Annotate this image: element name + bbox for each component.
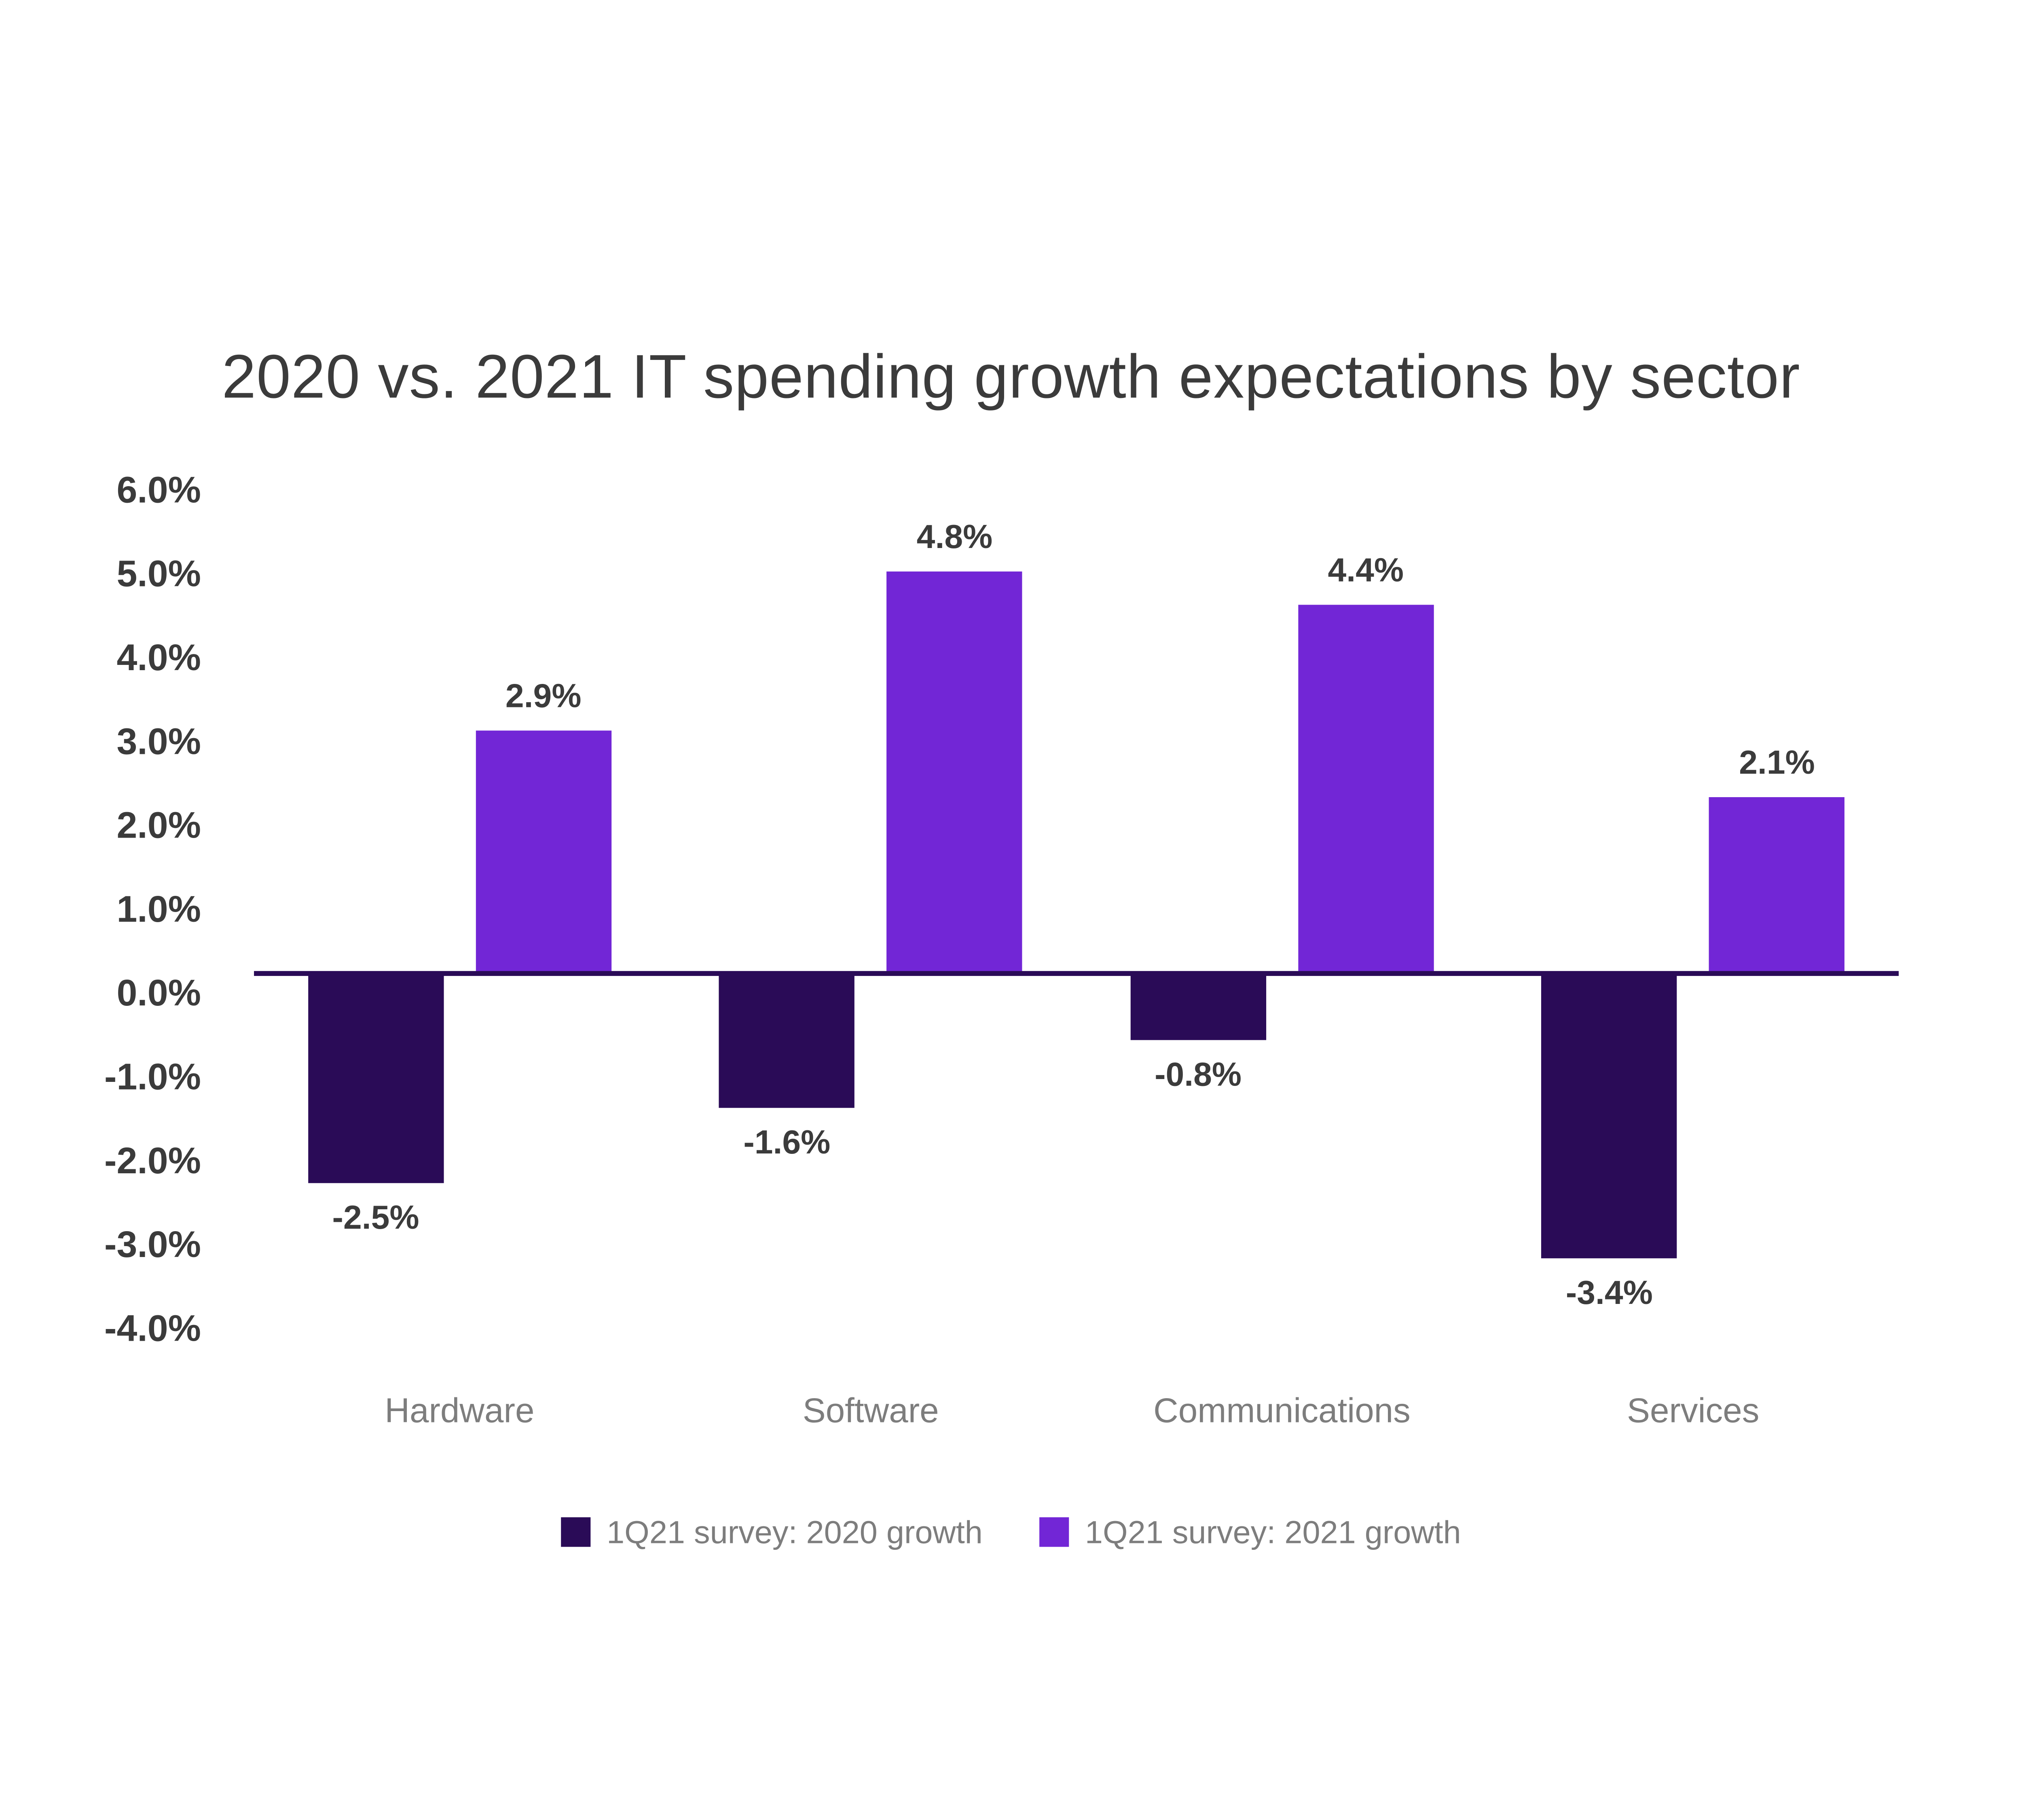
plot-area: 6.0% 5.0% 4.0% 3.0% 2.0% 1.0% 0.0% -1.0% -2.0% -3… xyxy=(0,216,2022,1604)
legend-label-2021-growth: 1Q21 survey: 2021 growth xyxy=(1085,1513,1461,1551)
chart-title: 2020 vs. 2021 IT spending growth expecta… xyxy=(222,342,1800,411)
legend-swatch-2021-growth-icon xyxy=(1039,1517,1069,1547)
zero-axis-line xyxy=(254,971,1899,976)
category-label-services: Services xyxy=(1627,1391,1760,1430)
value-label-2021-growth-hardware: 2.9% xyxy=(505,677,582,715)
y-tick-label--4.0%: -4.0% xyxy=(104,1309,201,1350)
y-tick-label-5.0%: 5.0% xyxy=(116,554,201,595)
category-label-hardware: Hardware xyxy=(385,1391,535,1430)
value-label-2020-growth-software: -1.6% xyxy=(743,1124,831,1161)
y-tick-label--2.0%: -2.0% xyxy=(104,1141,201,1182)
value-label-2020-growth-communications: -0.8% xyxy=(1155,1056,1242,1093)
y-tick-label--1.0%: -1.0% xyxy=(104,1057,201,1098)
chart-canvas: 2020 vs. 2021 IT spending growth expecta… xyxy=(0,216,2022,1604)
legend-item-2020-growth: 1Q21 survey: 2020 growth xyxy=(561,1512,983,1552)
legend: 1Q21 survey: 2020 growth 1Q21 survey: 20… xyxy=(0,1512,2022,1552)
legend-item-2021-growth: 1Q21 survey: 2021 growth xyxy=(1039,1512,1461,1552)
category-label-software: Software xyxy=(802,1391,939,1430)
value-label-2021-growth-communications: 4.4% xyxy=(1328,552,1404,589)
bar-2020-growth-software xyxy=(719,973,855,1108)
legend-swatch-2020-growth-icon xyxy=(561,1517,591,1547)
y-tick-label-1.0%: 1.0% xyxy=(116,889,201,931)
y-tick-label-4.0%: 4.0% xyxy=(116,638,201,679)
y-tick-label-6.0%: 6.0% xyxy=(116,470,201,511)
bar-2021-growth-services xyxy=(1709,797,1845,973)
y-tick-label-2.0%: 2.0% xyxy=(116,806,201,847)
y-tick-label--3.0%: -3.0% xyxy=(104,1225,201,1266)
value-label-2021-growth-software: 4.8% xyxy=(916,518,993,556)
bar-2020-growth-communications xyxy=(1130,973,1266,1040)
y-tick-label-0.0%: 0.0% xyxy=(116,973,201,1014)
bar-2020-growth-hardware xyxy=(308,973,444,1183)
bar-2021-growth-software xyxy=(886,571,1023,973)
value-label-2021-growth-services: 2.1% xyxy=(1739,744,1815,781)
value-label-2020-growth-services: -3.4% xyxy=(1565,1274,1653,1312)
category-label-communications: Communications xyxy=(1153,1391,1411,1430)
bar-2021-growth-hardware xyxy=(476,730,611,973)
legend-label-2020-growth: 1Q21 survey: 2020 growth xyxy=(607,1513,983,1551)
y-tick-label-3.0%: 3.0% xyxy=(116,722,201,763)
bar-2021-growth-communications xyxy=(1298,605,1434,973)
bar-2020-growth-services xyxy=(1541,973,1677,1259)
value-label-2020-growth-hardware: -2.5% xyxy=(332,1199,419,1236)
